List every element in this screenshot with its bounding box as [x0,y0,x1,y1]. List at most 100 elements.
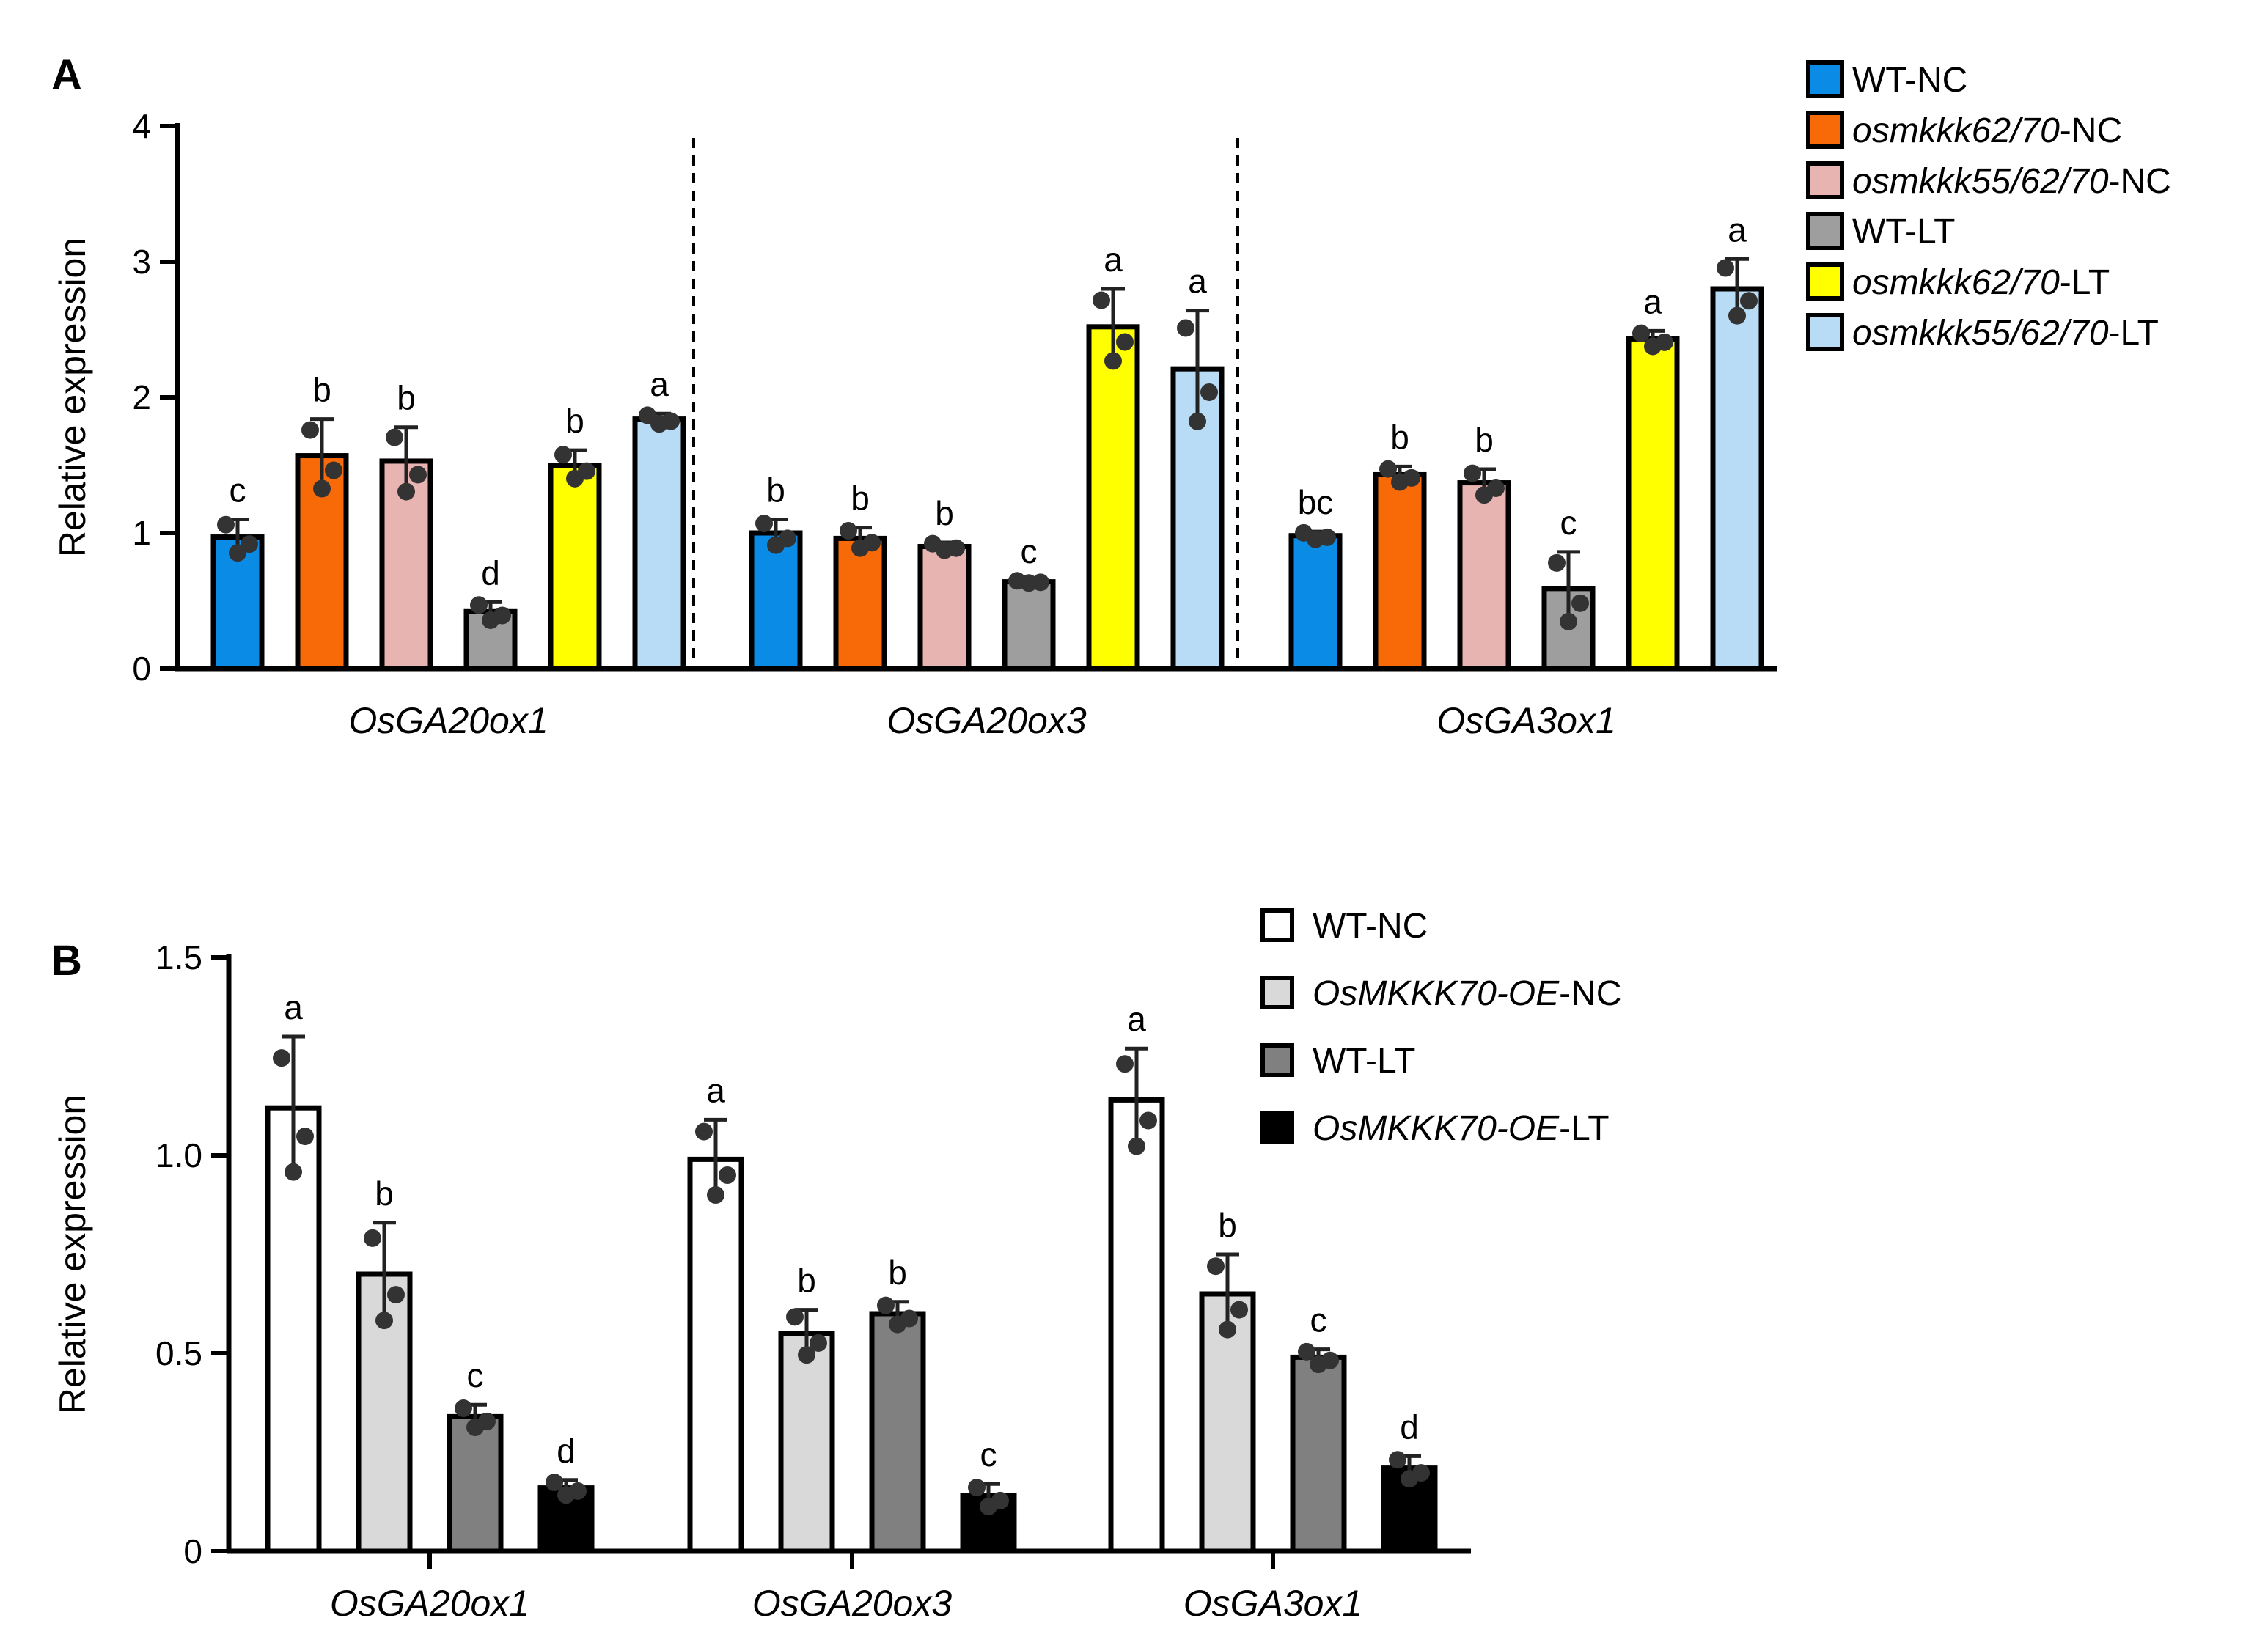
data-point [1379,460,1397,478]
significance-label: b [797,1262,816,1300]
significance-label: bc [1298,483,1334,521]
legend-swatch [1260,908,1294,942]
bar [1710,286,1764,672]
y-tick-label: 4 [132,107,151,145]
data-point [301,421,319,439]
data-point [285,1163,302,1181]
x-tick-label: OsGA3ox1 [1436,700,1616,741]
legend-swatch [1260,1043,1294,1077]
data-point [482,611,499,629]
y-tick-label: 2 [132,378,151,416]
legend-label: osmkkk62/70-NC [1852,111,2122,150]
significance-label: c [1310,1301,1327,1339]
data-point [840,522,857,540]
data-point [936,541,953,559]
data-point [851,539,869,557]
data-point [1207,1257,1225,1276]
panel-label-b: B [51,937,82,985]
legend-swatch [1806,212,1844,250]
data-point [1230,1301,1248,1319]
data-point [1116,1055,1134,1073]
data-point [1464,464,1481,482]
data-point [1644,337,1662,356]
significance-label: c [230,471,246,510]
y-axis-title: Relative expression [52,238,93,557]
legend-swatch [1806,262,1844,301]
significance-label: b [375,1174,394,1213]
data-point [217,515,235,534]
y-tick-label: 0.5 [155,1334,202,1372]
data-point [1104,352,1122,370]
significance-label: a [1188,262,1207,301]
significance-label: b [888,1254,907,1292]
data-point [466,1418,484,1436]
data-point [397,482,415,501]
bar [778,1331,835,1554]
chart-a: c b bc b b b b b b d c c b a a a a a 0 1 2 3 4 OsGA20ox1 OsGA20o… [52,60,2171,741]
significance-label: c [1021,532,1038,570]
bar [1002,579,1056,672]
data-point [229,544,246,562]
data-point [325,461,342,479]
legend-label: OsMKKK70-OE-NC [1313,974,1621,1013]
data-point [364,1229,381,1247]
data-point [1200,383,1218,401]
significance-label: d [481,553,500,592]
bar [1086,324,1140,672]
data-point [273,1049,290,1067]
significance-label: a [1127,1000,1146,1038]
legend-label: WT-NC [1852,61,1967,100]
legend-swatch [1806,111,1844,149]
bar [833,535,887,672]
data-point [1632,324,1650,342]
data-point [889,1315,906,1334]
significance-label: a [1643,282,1662,320]
data-point [755,515,773,533]
y-tick-label: 0 [183,1532,202,1570]
bar [1290,1354,1347,1554]
bar [869,1311,926,1554]
data-point [387,1286,405,1304]
significance-label: a [1104,240,1123,279]
bar [687,1156,744,1554]
legend-swatch [1806,60,1844,98]
bar [1457,480,1511,672]
data-point [1475,486,1493,504]
x-tick-label: OsGA3ox1 [1183,1583,1363,1624]
significance-label: b [1475,421,1494,459]
data-point [557,1486,575,1504]
significance-label: c [980,1435,997,1474]
data-point [386,428,403,446]
data-point [1189,412,1206,430]
data-point [296,1128,314,1146]
significance-label: b [312,371,331,409]
chart-b: a a a b b b c b c d c d 0 0.5 1.0 1.5 OsGA20ox1 OsGA20ox3… [52,907,1621,1624]
significance-label: b [1390,418,1409,456]
data-point [650,415,668,433]
data-point [313,479,331,498]
data-point [1571,594,1589,612]
data-point [695,1122,713,1141]
bar [548,463,602,672]
x-tick-label: OsGA20ox3 [752,1583,953,1624]
data-point [1307,530,1324,548]
legend-swatch [1260,1111,1294,1144]
data-point [1560,612,1577,630]
legend-label: WT-NC [1313,907,1428,946]
data-point [1548,553,1566,572]
legend-swatch [1260,976,1294,1009]
data-point [1401,1470,1418,1488]
legend-swatch [1806,161,1844,199]
legend-label: osmkkk55/62/70-LT [1852,314,2159,353]
x-tick-label: OsGA20ox1 [330,1583,529,1624]
bar [295,453,349,672]
data-point [877,1296,895,1314]
significance-label: a [650,365,669,403]
legend-swatch [1806,313,1844,351]
data-point [455,1399,472,1418]
data-point [767,536,785,554]
bar [447,1413,504,1554]
significance-label: b [766,471,785,510]
data-point [798,1346,815,1364]
